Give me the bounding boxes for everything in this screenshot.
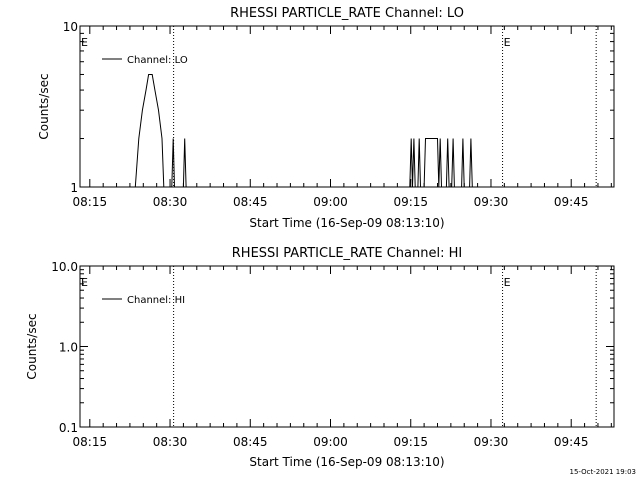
event-label: E [81, 36, 88, 49]
x-tick-label: 08:30 [153, 435, 188, 449]
chart-title: RHESSI PARTICLE_RATE Channel: LO [230, 6, 464, 21]
y-tick-label: 1 [70, 181, 78, 195]
plot-frame [79, 25, 615, 188]
y-tick-label: 0.1 [59, 421, 78, 435]
legend-entry: Channel: HI [127, 295, 185, 306]
x-tick-label: 08:45 [233, 435, 268, 449]
y-tick-label: 10.0 [51, 260, 78, 274]
x-tick-label: 09:00 [313, 435, 348, 449]
legend-entry: Channel: LO [127, 55, 188, 66]
y-axis-label: Counts/sec [37, 73, 51, 139]
y-tick-label: 10 [63, 20, 78, 34]
chart-title: RHESSI PARTICLE_RATE Channel: HI [232, 246, 462, 261]
x-tick-label: 09:45 [554, 435, 589, 449]
x-tick-label: 09:15 [393, 435, 428, 449]
x-tick-label: 08:45 [233, 195, 268, 209]
x-tick-label: 09:30 [474, 195, 509, 209]
x-axis-label: Start Time (16-Sep-09 08:13:10) [249, 455, 444, 469]
y-axis-label: Counts/sec [25, 313, 39, 379]
x-tick-label: 08:30 [153, 195, 188, 209]
x-tick-label: 09:15 [393, 195, 428, 209]
x-tick-label: 09:30 [474, 435, 509, 449]
x-axis-label: Start Time (16-Sep-09 08:13:10) [249, 216, 444, 230]
x-tick-label: 09:45 [554, 195, 589, 209]
event-label: E [81, 276, 88, 289]
footer-timestamp: 15-Oct-2021 19:03 [570, 468, 636, 476]
y-tick-label: 1.0 [59, 341, 78, 355]
event-label: E [504, 36, 511, 49]
chart-panel-1: RHESSI PARTICLE_RATE Channel: LO 08:15 08:… [37, 6, 615, 230]
series-line [134, 74, 473, 188]
x-tick-label: 08:15 [73, 195, 108, 209]
plot-frame [79, 265, 615, 428]
x-tick-label: 09:00 [313, 195, 348, 209]
event-label: E [504, 276, 511, 289]
x-tick-label: 08:15 [73, 435, 108, 449]
chart-panel-2: RHESSI PARTICLE_RATE Channel: HI 08:15 08:… [25, 246, 615, 469]
